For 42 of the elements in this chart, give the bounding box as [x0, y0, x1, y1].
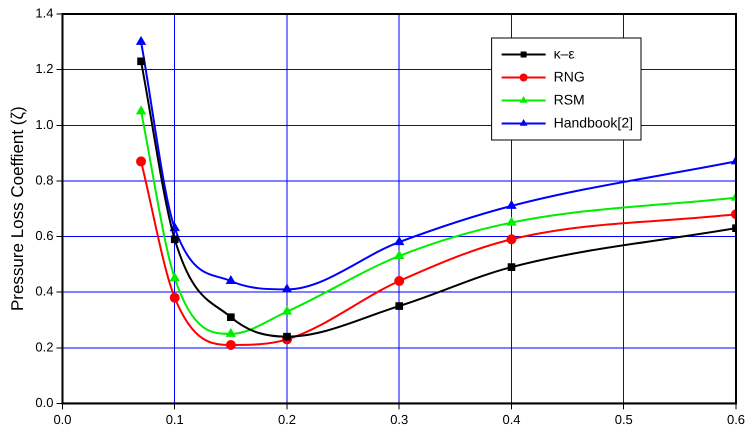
point — [226, 328, 236, 337]
point — [170, 273, 180, 282]
point — [170, 235, 179, 244]
point — [226, 340, 236, 350]
y-axis-title: Pressure Loss Coeffient (ζ) — [8, 106, 27, 312]
y-tick-label: 0.4 — [35, 284, 54, 299]
y-tick-label: 0.2 — [35, 339, 54, 354]
x-tick-label: 0.3 — [390, 412, 408, 427]
x-tick-label: 0.5 — [614, 412, 633, 427]
y-tick-label: 0.0 — [35, 394, 54, 410]
point — [506, 234, 516, 244]
point — [170, 292, 180, 303]
point — [394, 237, 404, 246]
point — [507, 218, 516, 226]
y-tick-label: 1.0 — [35, 116, 54, 132]
point — [507, 200, 516, 209]
point — [136, 36, 146, 45]
point — [282, 284, 292, 292]
y-tick-label: 0.6 — [35, 228, 54, 244]
x-tick-label: 0.1 — [166, 412, 184, 427]
legend-label: RSM — [554, 91, 585, 108]
y-tick-label: 1.2 — [35, 61, 54, 76]
y-tick-label: 1.4 — [35, 6, 54, 21]
x-tick-label: 0.0 — [53, 412, 72, 427]
point — [137, 57, 145, 66]
legend-label: Handbook[2] — [554, 114, 634, 130]
legend-label: κ–ε — [554, 45, 575, 62]
point — [395, 302, 404, 310]
point — [227, 313, 235, 322]
point — [226, 276, 236, 284]
point — [394, 276, 404, 286]
y-tick-label: 0.8 — [35, 172, 54, 188]
point — [136, 156, 146, 166]
point — [283, 332, 291, 340]
point — [136, 106, 146, 114]
x-tick-label: 0.6 — [726, 412, 746, 427]
x-tick-label: 0.4 — [502, 412, 521, 427]
point — [282, 306, 292, 315]
point — [394, 250, 404, 259]
legend-label: RNG — [554, 68, 585, 84]
point — [508, 263, 516, 271]
x-tick-label: 0.2 — [278, 412, 296, 427]
